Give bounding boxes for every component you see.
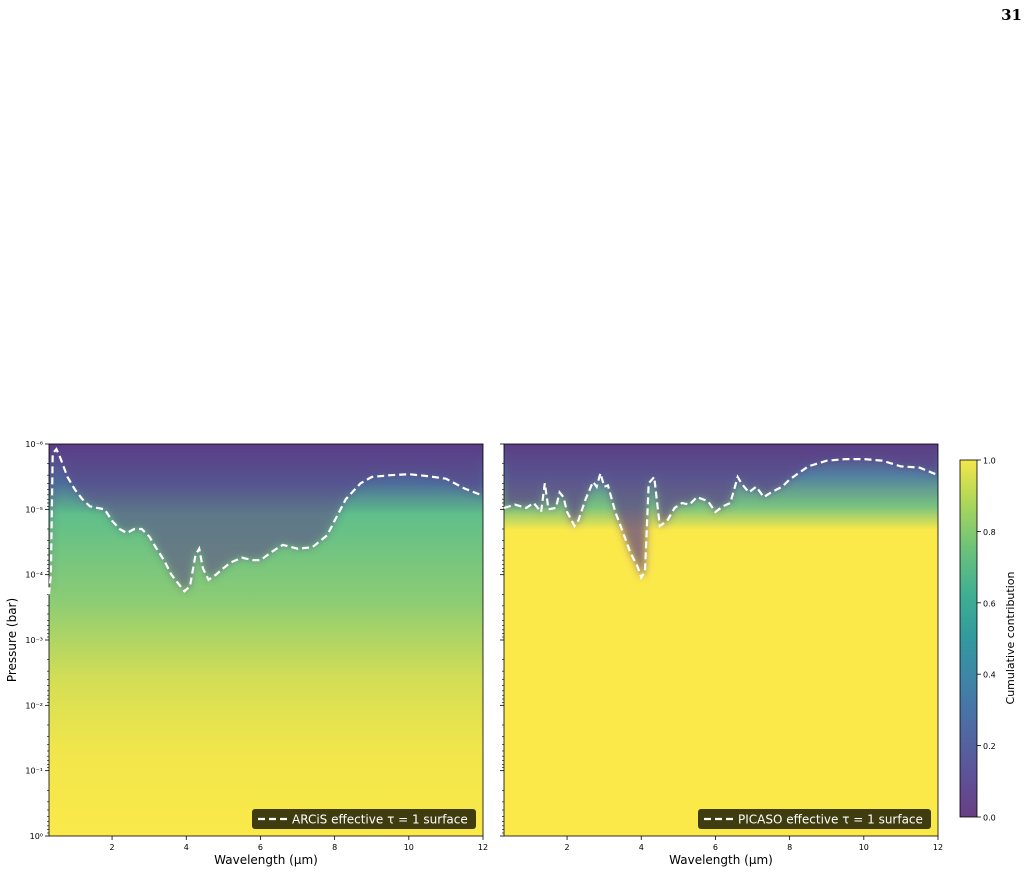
left-y-ticks: 10⁻⁶ 10⁻⁵ 10⁻⁴ 10⁻³ 10⁻² 10⁻¹ 10⁰ [25, 440, 49, 841]
colorbar-tick-label: 0.8 [983, 528, 996, 537]
x-tick-label: 10 [404, 843, 414, 852]
colorbar: 0.0 0.2 0.4 0.6 0.8 1.0 Cumulative contributi… [959, 457, 1017, 823]
x-tick-label: 2 [110, 843, 115, 852]
y-tick-label: 10⁰ [30, 832, 43, 841]
low-contribution-region [49, 444, 483, 595]
left-panel: 2 4 6 8 10 12 10⁻⁶ 10⁻⁵ 10⁻⁴ 10⁻³ 10⁻² 10⁻¹ 10⁰ ARC… [5, 440, 488, 867]
y-tick-label: 10⁻² [25, 701, 43, 710]
left-x-axis-label: Wavelength (μm) [214, 853, 318, 867]
right-y-ticks [500, 443, 504, 837]
page-number: 31 [1001, 6, 1022, 24]
colorbar-gradient [959, 459, 978, 818]
colorbar-tick-label: 0.0 [983, 814, 996, 823]
colorbar-label: Cumulative contribution [1004, 572, 1017, 705]
colorbar-tick-label: 0.2 [983, 742, 996, 751]
colorbar-tick-label: 0.6 [983, 599, 996, 608]
left-legend: ARCiS effective τ = 1 surface [252, 809, 476, 829]
x-tick-label: 10 [859, 843, 869, 852]
y-tick-label: 10⁻¹ [25, 767, 43, 776]
right-legend: PICASO effective τ = 1 surface [698, 809, 931, 829]
colorbar-tick-label: 0.4 [983, 671, 996, 680]
x-tick-label: 6 [713, 843, 718, 852]
x-tick-label: 4 [184, 843, 189, 852]
y-axis-label: Pressure (bar) [5, 598, 19, 682]
left-x-ticks: 2 4 6 8 10 12 [110, 836, 488, 852]
right-heatmap-structure [504, 444, 938, 578]
x-tick-label: 8 [787, 843, 792, 852]
left-tau-line [47, 447, 484, 595]
x-tick-label: 12 [478, 843, 488, 852]
x-tick-label: 4 [639, 843, 644, 852]
right-panel: 2 4 6 8 10 12 PICASO effective τ = 1 surface … [500, 443, 943, 867]
right-x-axis-label: Wavelength (μm) [669, 853, 773, 867]
x-tick-label: 2 [565, 843, 570, 852]
low-contribution-region [504, 444, 938, 578]
x-tick-label: 12 [933, 843, 943, 852]
x-tick-label: 6 [258, 843, 263, 852]
left-heatmap-structure [49, 444, 483, 595]
right-x-ticks: 2 4 6 8 10 12 [565, 836, 943, 852]
right-tau-line [503, 458, 939, 580]
y-tick-label: 10⁻⁴ [25, 571, 43, 580]
y-tick-label: 10⁻⁵ [25, 505, 43, 514]
left-legend-label: ARCiS effective τ = 1 surface [292, 813, 468, 827]
colorbar-ticks: 0.0 0.2 0.4 0.6 0.8 1.0 [977, 457, 996, 823]
x-tick-label: 8 [332, 843, 337, 852]
y-tick-label: 10⁻³ [25, 636, 43, 645]
y-tick-label: 10⁻⁶ [25, 440, 43, 449]
right-legend-label: PICASO effective τ = 1 surface [738, 813, 923, 827]
colorbar-tick-label: 1.0 [983, 457, 996, 466]
